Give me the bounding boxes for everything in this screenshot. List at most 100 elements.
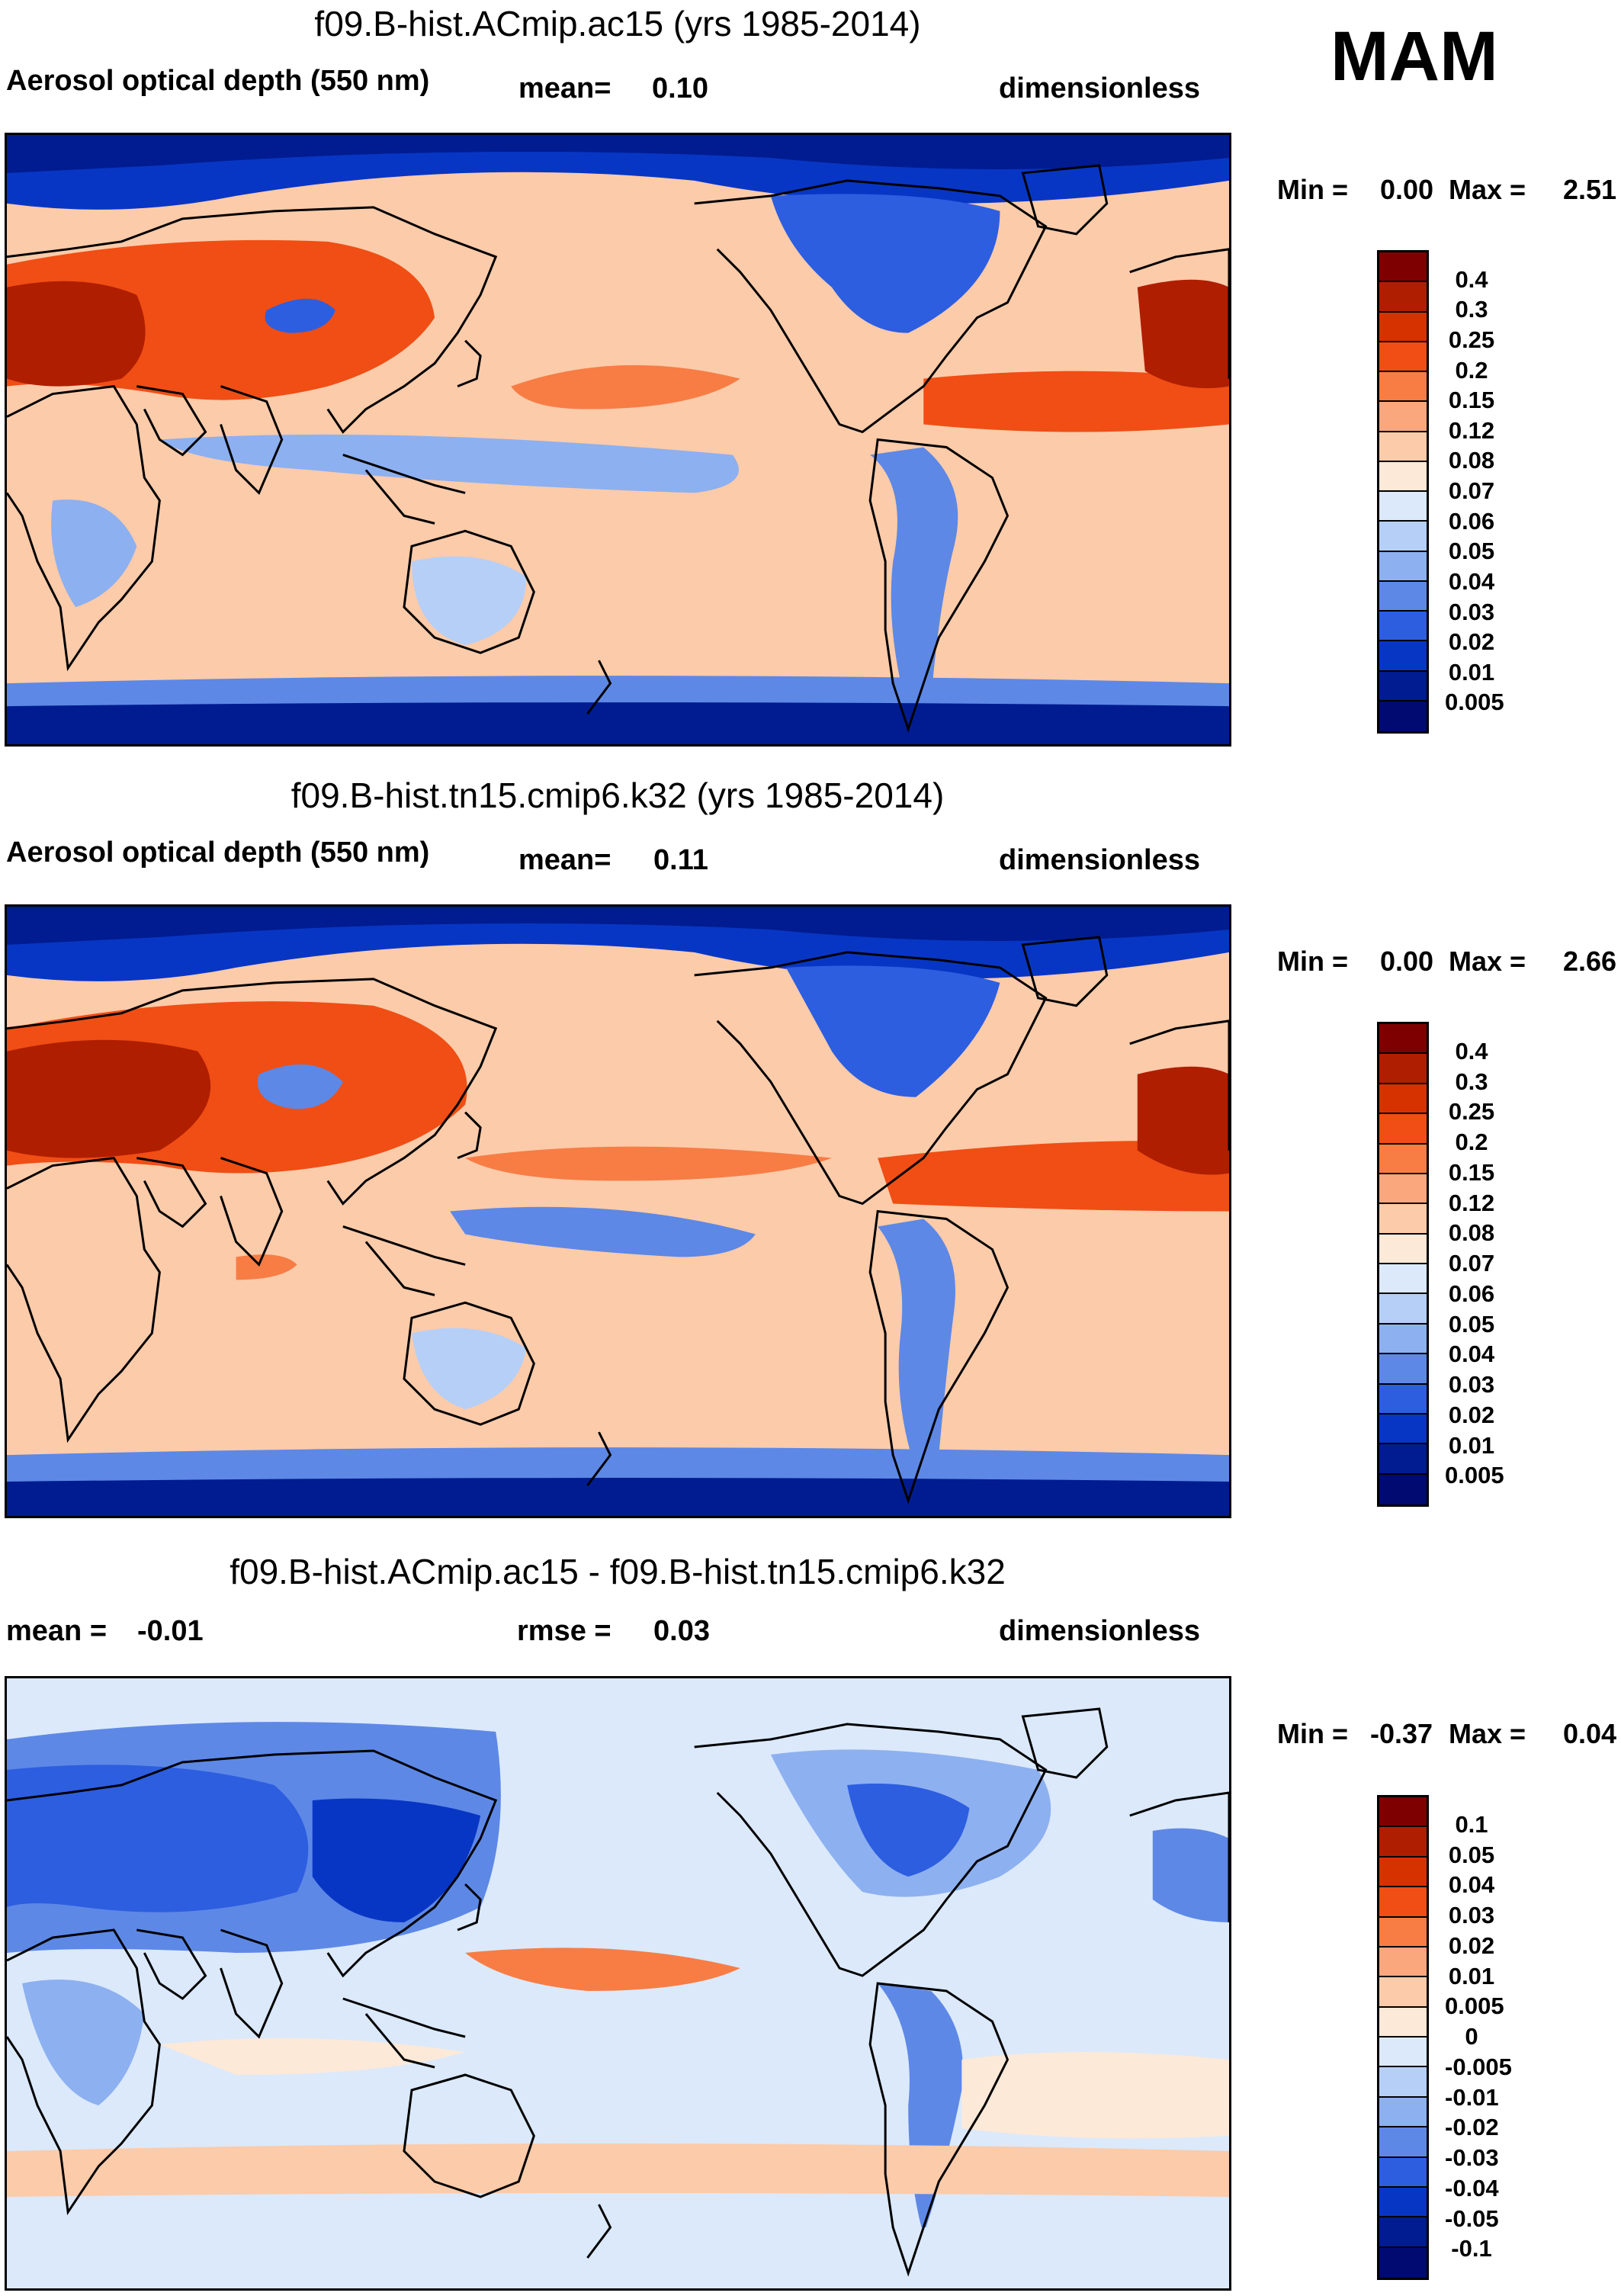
colorbar-swatch <box>1379 342 1427 372</box>
panel2-colorbar-labels: 0.4 0.3 0.25 0.2 0.15 0.12 0.08 0.07 0.06 0.05 0.0… <box>1445 1022 1536 1507</box>
colorbar-tick-label: 0.04 <box>1448 1341 1495 1368</box>
colorbar-tick-label: 0.03 <box>1448 1902 1495 1928</box>
panel3-min-label: Min = <box>1277 1718 1349 1749</box>
panel3-colorbar <box>1377 1795 1429 2280</box>
colorbar-swatch <box>1379 671 1427 702</box>
panel3-mean-value: -0.01 <box>137 1615 204 1647</box>
colorbar-tick-label: -0.05 <box>1445 2204 1499 2232</box>
panel1-variable-label: Aerosol optical depth (550 nm) <box>6 65 430 97</box>
colorbar-swatch <box>1379 1384 1427 1415</box>
colorbar-swatch <box>1379 1827 1427 1858</box>
panel3-min-value: -0.37 <box>1370 1718 1433 1749</box>
colorbar-swatch <box>1379 1024 1427 1055</box>
panel3-title: f09.B-hist.ACmip.ac15 - f09.B-hist.tn15.… <box>230 1552 1006 1591</box>
panel3-max-label: Max = <box>1449 1718 1526 1749</box>
colorbar-swatch <box>1379 2217 1427 2248</box>
colorbar-swatch <box>1379 492 1427 522</box>
panel3-rmse-label: rmse = <box>517 1615 611 1647</box>
colorbar-swatch <box>1379 1947 1427 1978</box>
colorbar-tick-label: -0.03 <box>1445 2144 1499 2171</box>
panel1-mean-label: mean= <box>518 72 611 104</box>
colorbar-swatch <box>1379 1294 1427 1325</box>
panel2-min-value: 0.00 <box>1380 946 1434 977</box>
colorbar-swatch <box>1379 1797 1427 1828</box>
colorbar-swatch <box>1379 1204 1427 1235</box>
panel1-max-value: 2.51 <box>1563 174 1617 205</box>
colorbar-swatch <box>1379 2007 1427 2037</box>
panel1-map <box>5 133 1231 747</box>
colorbar-swatch <box>1379 581 1427 612</box>
colorbar-swatch <box>1379 522 1427 552</box>
colorbar-swatch <box>1379 551 1427 582</box>
panel2-title: f09.B-hist.tn15.cmip6.k32 (yrs 1985-2014… <box>290 776 945 815</box>
colorbar-tick-label: 0.2 <box>1455 1129 1488 1155</box>
colorbar-tick-label: 0.3 <box>1455 296 1488 323</box>
colorbar-tick-label: 0.12 <box>1448 416 1495 444</box>
colorbar-tick-label: 0.15 <box>1448 1158 1495 1186</box>
colorbar-tick-label: 0.005 <box>1445 689 1504 716</box>
panel1-mean-value: 0.10 <box>652 72 708 104</box>
colorbar-tick-label: 0.005 <box>1445 1462 1504 1489</box>
colorbar-swatch <box>1379 1354 1427 1385</box>
colorbar-tick-label: 0.07 <box>1448 1250 1495 1276</box>
panel1-title: f09.B-hist.ACmip.ac15 (yrs 1985-2014) <box>314 4 921 43</box>
panel2-units: dimensionless <box>999 844 1200 876</box>
colorbar-tick-label: 0.25 <box>1448 326 1495 353</box>
colorbar-swatch <box>1379 1324 1427 1355</box>
season-label: MAM <box>1331 18 1498 95</box>
colorbar-tick-label: -0.01 <box>1445 2083 1499 2111</box>
colorbar-swatch <box>1379 1114 1427 1145</box>
colorbar-tick-label: 0.4 <box>1455 1037 1488 1065</box>
colorbar-swatch <box>1379 1264 1427 1295</box>
colorbar-tick-label: 0.05 <box>1448 1310 1495 1337</box>
colorbar-tick-label: 0.02 <box>1448 628 1495 656</box>
colorbar-tick-label: -0.04 <box>1445 2174 1499 2201</box>
panel3-rmse-value: 0.03 <box>653 1615 710 1647</box>
colorbar-swatch <box>1379 2157 1427 2188</box>
panel1-colorbar <box>1377 250 1429 734</box>
panel3-colorbar-labels: 0.1 0.05 0.04 0.03 0.02 0.01 0.005 0 -0.005 -0.01… <box>1445 1795 1536 2280</box>
colorbar-swatch <box>1379 402 1427 432</box>
colorbar-swatch <box>1379 312 1427 342</box>
colorbar-tick-label: 0.4 <box>1455 265 1488 293</box>
colorbar-swatch <box>1379 1414 1427 1445</box>
colorbar-tick-label: 0.25 <box>1448 1098 1495 1126</box>
colorbar-swatch <box>1379 2127 1427 2158</box>
colorbar-swatch <box>1379 1887 1427 1918</box>
colorbar-swatch <box>1379 2037 1427 2068</box>
colorbar-tick-label: 0.06 <box>1448 507 1495 535</box>
colorbar-tick-label: 0.04 <box>1448 1871 1495 1899</box>
colorbar-swatch <box>1379 1144 1427 1174</box>
panel1-max-label: Max = <box>1449 174 1526 205</box>
colorbar-swatch <box>1379 1977 1427 2008</box>
colorbar-tick-label: 0.08 <box>1448 1219 1495 1247</box>
colorbar-swatch <box>1379 432 1427 462</box>
panel3-max-value: 0.04 <box>1563 1718 1617 1749</box>
panel3-map <box>5 1676 1231 2291</box>
colorbar-swatch <box>1379 2097 1427 2128</box>
colorbar-tick-label: -0.005 <box>1445 2053 1512 2080</box>
panel2-max-value: 2.66 <box>1563 946 1617 977</box>
panel2-colorbar <box>1377 1022 1429 1507</box>
colorbar-tick-label: 0.02 <box>1448 1932 1495 1959</box>
colorbar-swatch <box>1379 1084 1427 1115</box>
colorbar-swatch <box>1379 612 1427 642</box>
colorbar-tick-label: 0.01 <box>1448 1962 1495 1989</box>
colorbar-swatch <box>1379 2187 1427 2218</box>
panel1-min-label: Min = <box>1277 174 1349 205</box>
colorbar-swatch <box>1379 2067 1427 2098</box>
colorbar-swatch <box>1379 1054 1427 1084</box>
colorbar-swatch <box>1379 701 1427 731</box>
colorbar-tick-label: -0.1 <box>1451 2235 1492 2262</box>
colorbar-tick-label: -0.02 <box>1445 2114 1499 2141</box>
colorbar-tick-label: 0 <box>1465 2023 1478 2050</box>
colorbar-tick-label: 0.15 <box>1448 387 1495 414</box>
colorbar-swatch <box>1379 1234 1427 1264</box>
colorbar-swatch <box>1379 1444 1427 1475</box>
colorbar-tick-label: 0.08 <box>1448 447 1495 474</box>
panel2-max-label: Max = <box>1449 946 1526 977</box>
colorbar-swatch <box>1379 641 1427 672</box>
colorbar-swatch <box>1379 461 1427 492</box>
colorbar-tick-label: 0.06 <box>1448 1280 1495 1307</box>
colorbar-tick-label: 0.01 <box>1448 658 1495 686</box>
